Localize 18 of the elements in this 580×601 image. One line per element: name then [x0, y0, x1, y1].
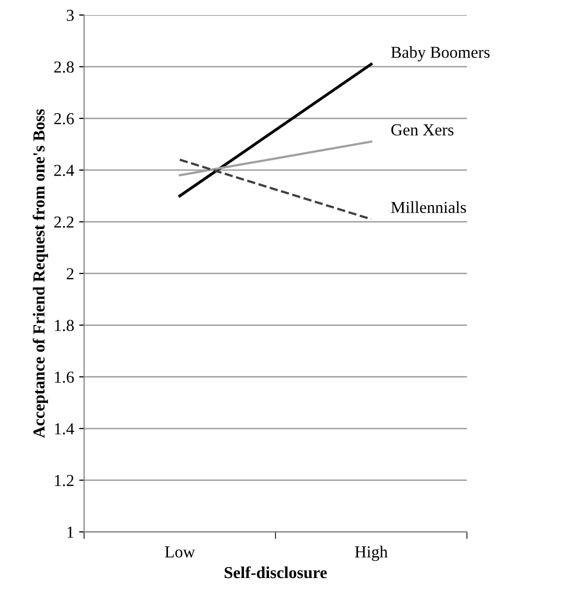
y-tick-label: 2.4 [54, 164, 74, 176]
x-tick-label: Low [165, 546, 196, 558]
series-label: Baby Boomers [391, 46, 490, 62]
series-label: Millennials [391, 201, 466, 214]
y-tick-label: 2.6 [54, 113, 74, 124]
x-axis-title: Self-disclosure [224, 566, 327, 578]
y-tick-label: 2 [66, 268, 74, 280]
y-tick-label: 1.4 [55, 423, 74, 435]
x-tick-label: High [355, 546, 388, 561]
y-tick-label: 2.8 [54, 61, 74, 73]
y-tick-label: 2.2 [54, 216, 74, 228]
y-tick-label: 3 [66, 10, 74, 21]
y-tick-label: 1.8 [55, 320, 74, 332]
y-tick-label: 1.2 [55, 474, 74, 486]
series-label: Gen Xers [391, 124, 454, 136]
y-tick-label: 1.6 [55, 372, 74, 383]
y-axis-title: Acceptance of Friend Request from one's Boss [32, 109, 48, 438]
y-tick-label: 1 [68, 526, 74, 538]
